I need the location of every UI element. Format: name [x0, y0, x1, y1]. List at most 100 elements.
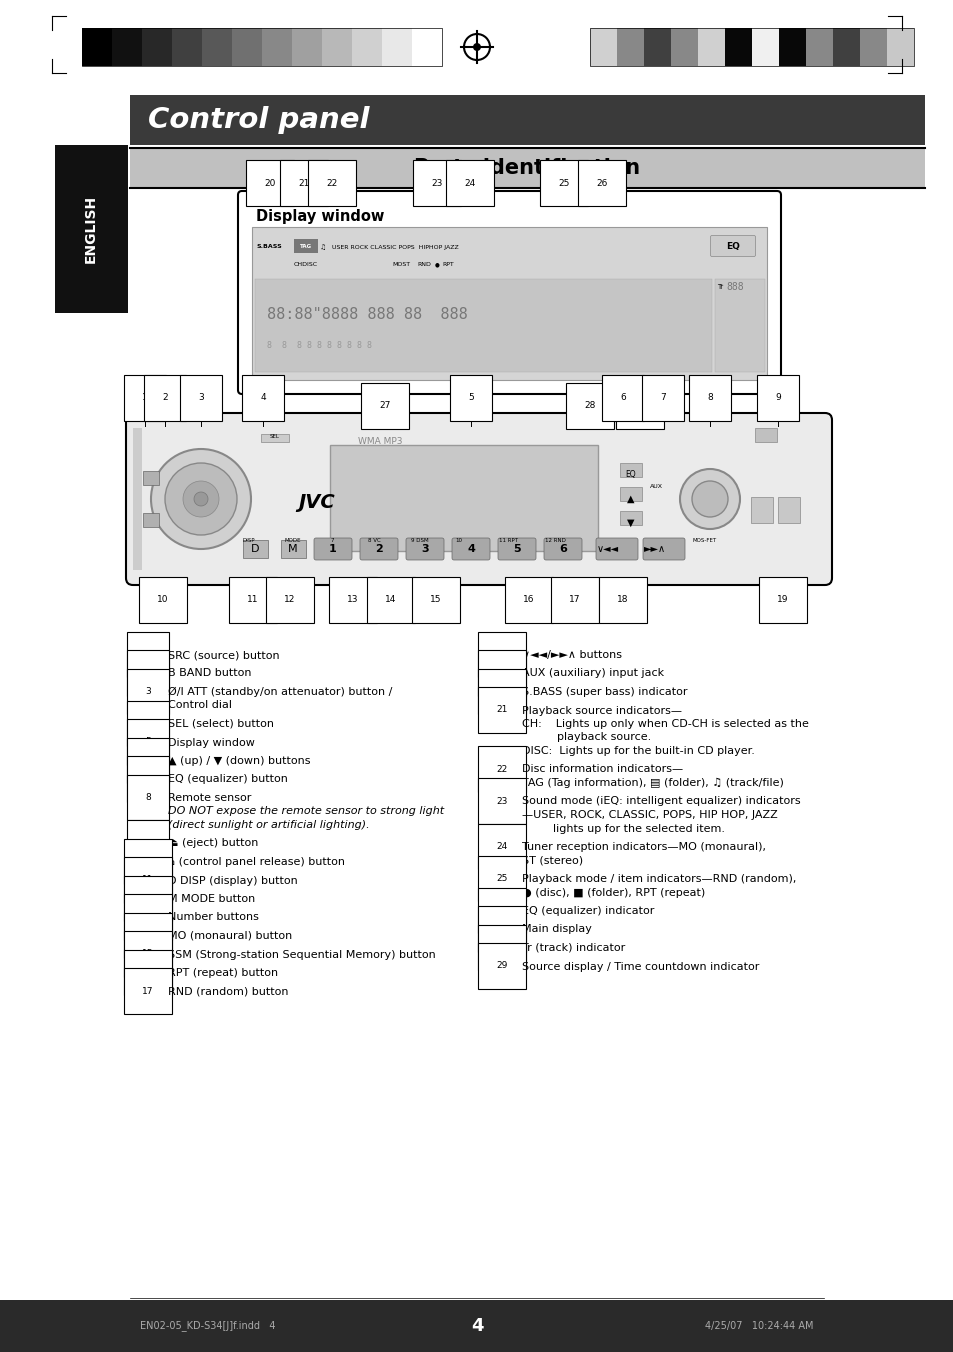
Text: 15: 15 [430, 595, 441, 604]
Circle shape [151, 449, 251, 549]
Text: 14: 14 [142, 932, 153, 940]
Text: M: M [288, 544, 297, 554]
Text: 14: 14 [385, 595, 396, 604]
Text: ST (stereo): ST (stereo) [521, 856, 582, 865]
Text: RND: RND [416, 262, 431, 268]
FancyBboxPatch shape [406, 538, 443, 560]
FancyBboxPatch shape [452, 538, 490, 560]
Bar [714, 279, 764, 372]
Text: 5: 5 [513, 544, 520, 554]
Text: 24: 24 [496, 842, 507, 850]
Text: Control panel: Control panel [148, 105, 369, 134]
Text: Main display: Main display [521, 925, 591, 934]
Bar [859, 28, 886, 66]
Text: 10: 10 [142, 857, 153, 867]
Text: ▲ (up) / ▼ (down) buttons: ▲ (up) / ▼ (down) buttons [168, 756, 310, 767]
Circle shape [679, 469, 740, 529]
Bar [619, 462, 641, 477]
Text: 27: 27 [496, 925, 507, 933]
Text: 11: 11 [247, 595, 258, 604]
Text: Display window: Display window [255, 210, 384, 224]
Bar [589, 28, 617, 66]
Circle shape [165, 462, 236, 535]
Text: JVC: JVC [297, 493, 335, 512]
Text: 4: 4 [470, 1317, 483, 1334]
Text: 13: 13 [347, 595, 358, 604]
Text: ● (disc), ■ (folder), RPT (repeat): ● (disc), ■ (folder), RPT (repeat) [521, 887, 704, 898]
Bar [262, 28, 292, 66]
Text: Tr (track) indicator: Tr (track) indicator [521, 942, 624, 953]
Bar [292, 28, 322, 66]
Text: 29: 29 [634, 402, 645, 411]
Text: 19: 19 [777, 595, 788, 604]
FancyBboxPatch shape [359, 538, 397, 560]
Bar [886, 28, 913, 66]
Bar [330, 445, 598, 552]
Text: 16: 16 [142, 968, 153, 977]
Bar [381, 28, 412, 66]
Text: 9: 9 [774, 393, 781, 403]
Text: —USER, ROCK, CLASSIC, POPS, HIP HOP, JAZZ: —USER, ROCK, CLASSIC, POPS, HIP HOP, JAZ… [521, 810, 777, 821]
Bar [232, 28, 262, 66]
Text: Number buttons: Number buttons [168, 913, 258, 922]
Text: •       lights up for the selected item.: • lights up for the selected item. [521, 823, 724, 833]
Text: 4: 4 [260, 393, 266, 403]
Text: MOS-FET: MOS-FET [692, 538, 717, 542]
Bar [670, 28, 698, 66]
Text: CHDISC: CHDISC [294, 262, 317, 268]
Text: 11: 11 [142, 876, 153, 884]
FancyBboxPatch shape [543, 538, 581, 560]
Text: ▼: ▼ [626, 518, 634, 529]
Text: 5: 5 [145, 737, 151, 746]
Text: ∨◄◄: ∨◄◄ [597, 544, 618, 554]
Text: 29: 29 [496, 961, 507, 971]
FancyBboxPatch shape [642, 538, 684, 560]
Text: CH:    Lights up only when CD-CH is selected as the: CH: Lights up only when CD-CH is selecte… [521, 719, 808, 729]
Text: RPT (repeat) button: RPT (repeat) button [168, 968, 278, 977]
Text: 22: 22 [326, 178, 337, 188]
Circle shape [691, 481, 727, 516]
Text: 18: 18 [617, 595, 628, 604]
Text: SEL: SEL [270, 434, 279, 439]
Bar [0, 1301, 953, 1352]
Text: Display window: Display window [168, 737, 254, 748]
Text: SSM (Strong-station Sequential Memory) button: SSM (Strong-station Sequential Memory) b… [168, 949, 436, 960]
Text: 7: 7 [331, 538, 335, 542]
Text: 26: 26 [496, 906, 507, 915]
Text: 28: 28 [583, 402, 595, 411]
Bar [112, 28, 142, 66]
Bar [202, 28, 232, 66]
Text: TAG (Tag information), ▤ (folder), ♫ (track/file): TAG (Tag information), ▤ (folder), ♫ (tr… [521, 777, 783, 788]
Text: 18: 18 [496, 650, 507, 658]
Text: 3: 3 [145, 687, 151, 696]
Text: D: D [251, 544, 259, 554]
Bar [832, 28, 859, 66]
Text: 12 RND: 12 RND [544, 538, 565, 542]
Text: DISC:  Lights up for the built-in CD player.: DISC: Lights up for the built-in CD play… [521, 746, 754, 756]
Text: playback source.: playback source. [521, 733, 651, 742]
Bar [130, 95, 924, 145]
Text: Playback mode / item indicators—RND (random),: Playback mode / item indicators—RND (ran… [521, 873, 796, 884]
Text: 3: 3 [198, 393, 204, 403]
Text: DO NOT expose the remote sensor to strong light: DO NOT expose the remote sensor to stron… [168, 807, 444, 817]
Text: 27: 27 [379, 402, 391, 411]
Text: TAG: TAG [299, 245, 312, 250]
Text: DISP: DISP [243, 538, 255, 542]
Text: MOST: MOST [392, 262, 410, 268]
Bar [172, 28, 202, 66]
Bar [142, 28, 172, 66]
Bar [754, 429, 776, 442]
Bar [698, 28, 724, 66]
Bar [82, 28, 441, 66]
FancyBboxPatch shape [710, 235, 755, 257]
Text: 88:88"8888 888 88  888: 88:88"8888 888 88 888 [267, 307, 467, 322]
Text: 17: 17 [142, 987, 153, 995]
Text: AUX (auxiliary) input jack: AUX (auxiliary) input jack [521, 668, 663, 679]
Text: (direct sunlight or artificial lighting).: (direct sunlight or artificial lighting)… [168, 821, 369, 830]
Text: 8  8  8 8 8 8 8 8 8 8: 8 8 8 8 8 8 8 8 8 8 [267, 342, 372, 350]
Text: Playback source indicators—: Playback source indicators— [521, 706, 681, 715]
Bar [143, 512, 159, 527]
Text: 23: 23 [496, 796, 507, 806]
Text: Control dial: Control dial [168, 700, 232, 711]
Text: ∨◄◄/►►∧ buttons: ∨◄◄/►►∧ buttons [521, 650, 621, 660]
